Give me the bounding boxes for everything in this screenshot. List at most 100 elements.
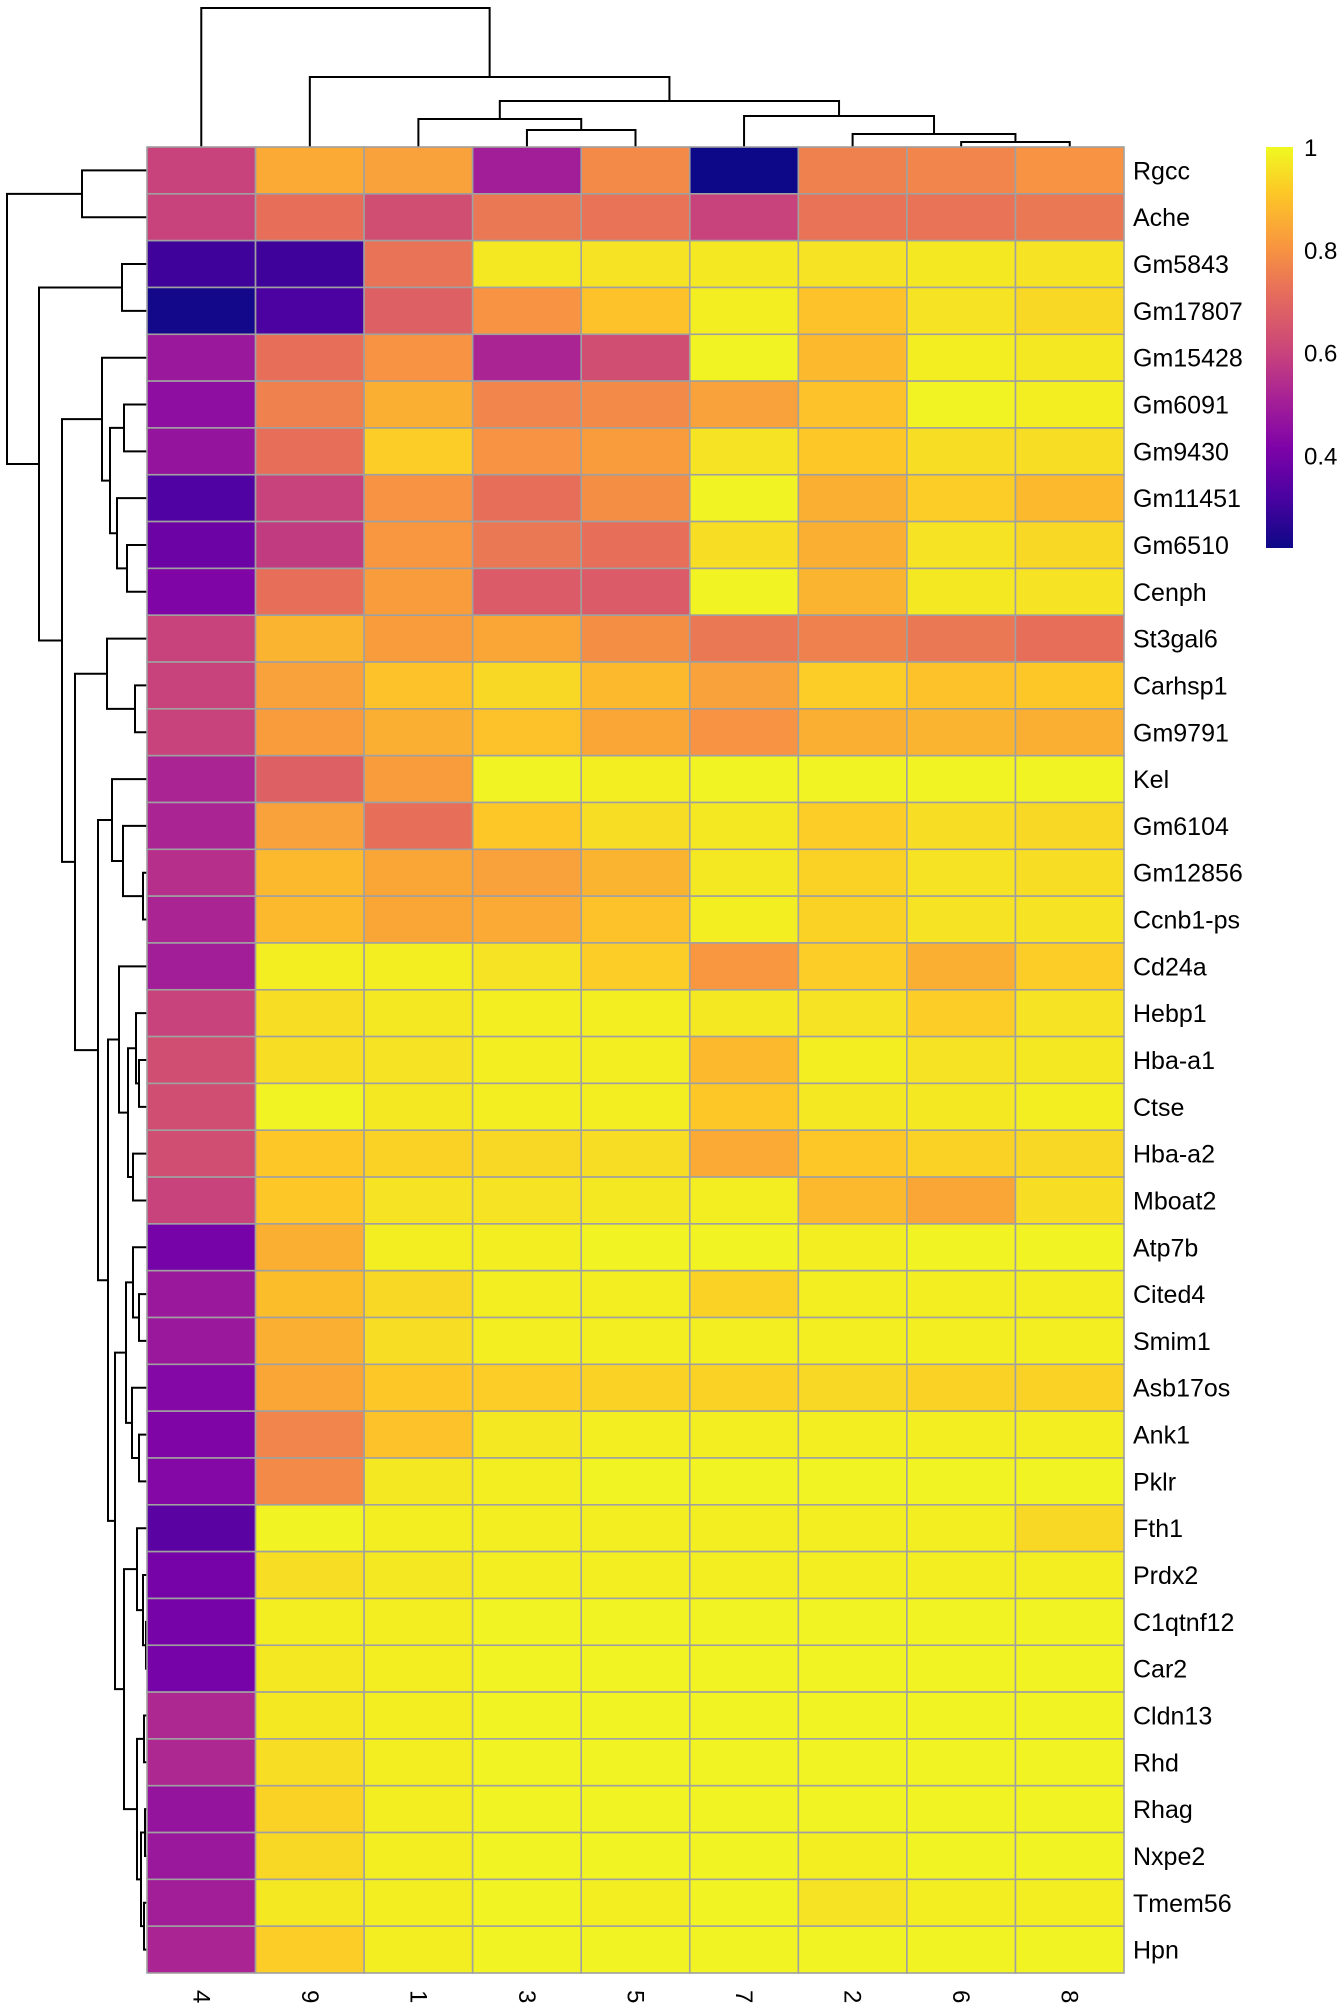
heatmap-cell [906, 427, 1017, 476]
heatmap-cell [1014, 1738, 1125, 1787]
heatmap-cell [254, 1129, 365, 1178]
heatmap-cell [580, 1503, 691, 1553]
heatmap-cell [797, 1129, 908, 1178]
dendrogram-branch [81, 169, 147, 219]
legend-colorbar [1266, 147, 1293, 548]
heatmap-cell [688, 1550, 800, 1600]
heatmap-cell [471, 895, 583, 944]
heatmap-cell [146, 1457, 257, 1506]
heatmap-cell [363, 1831, 474, 1881]
dendrogram-branch [61, 418, 102, 863]
heatmap-cell [797, 1738, 908, 1787]
heatmap-cell [363, 801, 474, 851]
heatmap-cell [1014, 942, 1125, 991]
heatmap-cell [797, 1316, 908, 1366]
row-label: Gm6104 [1133, 813, 1229, 841]
heatmap-cell [254, 239, 365, 289]
heatmap-cell [146, 895, 257, 944]
heatmap-cell [688, 1129, 800, 1178]
dendrogram-branch [851, 133, 1017, 147]
heatmap-cell [1014, 848, 1125, 897]
heatmap-cell [1014, 708, 1125, 757]
heatmap-cell [363, 1129, 474, 1178]
heatmap-cell [580, 988, 691, 1038]
heatmap-cell [797, 146, 908, 195]
heatmap-cell [471, 427, 583, 476]
row-dendrogram [6, 169, 147, 1951]
heatmap-cell [471, 520, 583, 570]
heatmap-cell [797, 520, 908, 570]
heatmap-cell [254, 1925, 365, 1974]
heatmap-cell [797, 1597, 908, 1647]
heatmap-cell [688, 1831, 800, 1881]
heatmap-cell [797, 286, 908, 336]
heatmap-cell [254, 567, 365, 617]
row-label: Gm6091 [1133, 392, 1229, 420]
row-label: Cd24a [1133, 953, 1207, 981]
heatmap-cell [146, 1129, 257, 1178]
row-label: Pklr [1133, 1468, 1176, 1496]
heatmap-cell [906, 1363, 1017, 1412]
heatmap-cell [254, 1457, 365, 1506]
legend-tick-label: 0.6 [1304, 341, 1337, 368]
heatmap-cell [363, 848, 474, 897]
heatmap-cell [363, 1363, 474, 1412]
dendrogram-branch [417, 118, 583, 147]
heatmap-cell [471, 708, 583, 757]
row-label: Gm15428 [1133, 345, 1243, 373]
heatmap-cell [254, 380, 365, 429]
row-label: Smim1 [1133, 1328, 1211, 1356]
heatmap-cell [797, 567, 908, 617]
heatmap-cell [471, 1550, 583, 1600]
row-label: Fth1 [1133, 1515, 1183, 1543]
heatmap-cell [254, 1831, 365, 1881]
heatmap-cell [688, 473, 800, 523]
heatmap-cell [906, 567, 1017, 617]
heatmap-cell [1014, 1269, 1125, 1319]
heatmap-cell [1014, 1410, 1125, 1459]
heatmap-cell [471, 1831, 583, 1881]
heatmap-cell [797, 380, 908, 429]
heatmap-cell [471, 1878, 583, 1927]
heatmap-cell [146, 1878, 257, 1927]
heatmap-cell [1014, 567, 1125, 617]
heatmap-cell [906, 1925, 1017, 1974]
heatmap-cell [688, 1457, 800, 1506]
heatmap-cell [688, 708, 800, 757]
heatmap-cell [146, 380, 257, 429]
heatmap-cell [254, 895, 365, 944]
row-label: Mboat2 [1133, 1187, 1216, 1215]
row-label: Cldn13 [1133, 1702, 1212, 1730]
heatmap-cell [146, 661, 257, 710]
dendrogram-branch [74, 672, 107, 1052]
heatmap-cell [254, 1784, 365, 1834]
heatmap-cell [363, 1410, 474, 1459]
heatmap-cell [580, 1925, 691, 1974]
heatmap-cell [254, 1269, 365, 1319]
heatmap-cell [363, 1082, 474, 1132]
heatmap-cell [146, 1082, 257, 1132]
heatmap-cell [580, 427, 691, 476]
heatmap-cell [797, 708, 908, 757]
heatmap-cell [906, 988, 1017, 1038]
heatmap-cell [797, 801, 908, 851]
heatmap-cell [688, 1925, 800, 1974]
heatmap-cell [1014, 988, 1125, 1038]
heatmap-cell [580, 239, 691, 289]
heatmap-cell [471, 942, 583, 991]
heatmap-cell [1014, 1457, 1125, 1506]
heatmap-cell [580, 1738, 691, 1787]
heatmap-cell [254, 1035, 365, 1085]
heatmap-cell [146, 614, 257, 663]
heatmap-cell [1014, 286, 1125, 336]
heatmap-cell [363, 754, 474, 804]
heatmap-cell [797, 848, 908, 897]
heatmap-cell [146, 1223, 257, 1272]
heatmap-cell [906, 661, 1017, 710]
heatmap-cell [688, 567, 800, 617]
heatmap-cell [254, 520, 365, 570]
heatmap-cell [363, 193, 474, 242]
heatmap-cell [688, 146, 800, 195]
heatmap-cell [906, 333, 1017, 382]
heatmap-cell [688, 1035, 800, 1085]
